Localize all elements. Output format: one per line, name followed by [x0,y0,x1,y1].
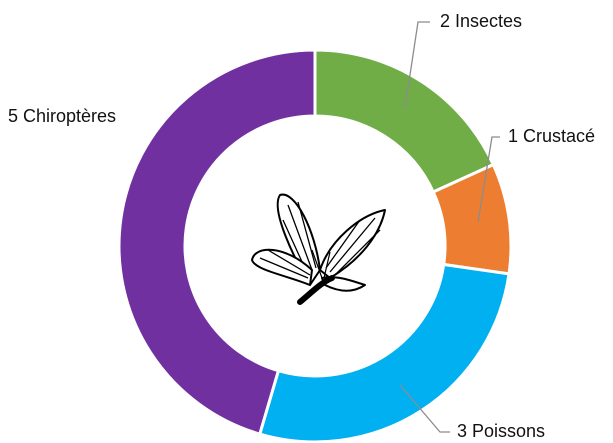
label-category: Poissons [472,421,545,441]
leader-line [399,384,450,433]
leader-line [404,21,430,109]
donut-segment [313,48,496,194]
label-value: 1 [508,126,518,146]
donut-segment [257,262,511,443]
label-category: Crustacé [523,126,595,146]
butterfly-icon [251,193,386,305]
label-value: 3 [457,421,467,441]
donut-segment [117,48,317,436]
data-label: 5 Chiroptères [8,106,116,126]
leader-line [477,136,500,223]
label-category: Chiroptères [23,106,116,126]
label-value: 2 [440,11,450,31]
data-label: 2 Insectes [440,11,522,31]
data-label: 1 Crustacé [508,126,595,146]
label-category: Insectes [455,11,522,31]
data-label: 3 Poissons [457,421,545,441]
label-value: 5 [8,106,18,126]
